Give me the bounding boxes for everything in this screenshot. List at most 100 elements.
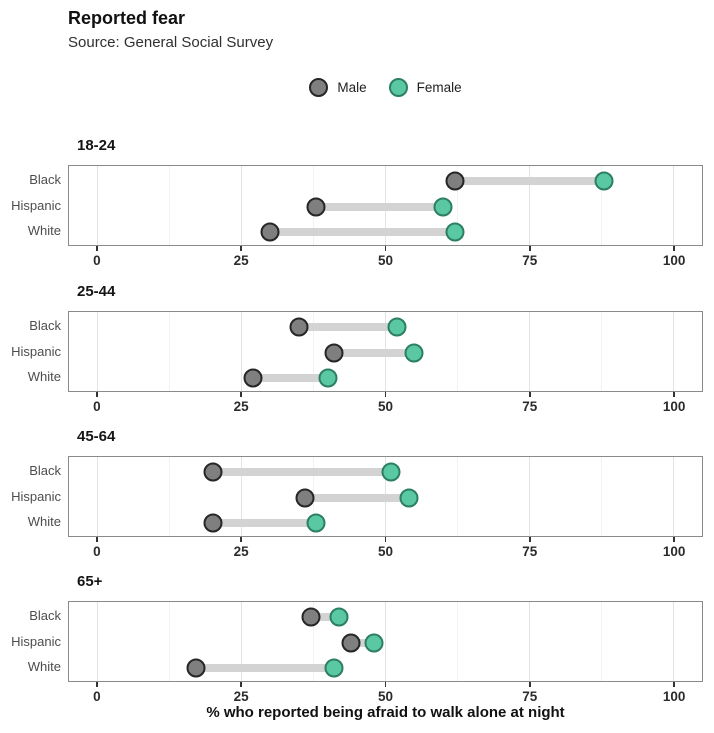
chart-title: Reported fear — [68, 8, 186, 28]
panel-title: 18-24 — [77, 137, 116, 154]
y-axis-label: Black — [29, 462, 61, 478]
y-axis-label: Black — [29, 171, 61, 187]
minor-gridline — [169, 312, 171, 391]
x-tick-label: 75 — [522, 689, 538, 704]
legend-item-female: Female — [388, 77, 462, 97]
minor-gridline — [169, 166, 171, 245]
major-gridline — [97, 602, 99, 681]
panel-title: 65+ — [77, 573, 103, 590]
x-tick-label: 0 — [93, 689, 101, 704]
x-tick-label: 100 — [662, 253, 686, 268]
minor-gridline — [600, 312, 602, 391]
y-axis-label: Hispanic — [11, 633, 61, 649]
minor-gridline — [313, 312, 315, 391]
minor-gridline — [169, 602, 171, 681]
plot-area — [68, 165, 703, 246]
female-dot — [306, 513, 326, 533]
x-tick-mark — [240, 537, 242, 542]
x-tick-mark — [673, 246, 675, 251]
female-dot — [364, 633, 384, 652]
male-dot — [186, 658, 206, 678]
female-legend-marker-icon — [388, 77, 408, 97]
male-dot — [203, 513, 223, 533]
x-tick-mark — [673, 392, 675, 397]
minor-gridline — [600, 602, 602, 681]
minor-gridline — [600, 166, 602, 245]
y-axis-label: Black — [29, 317, 61, 333]
female-dot — [381, 462, 401, 482]
x-tick-mark — [384, 537, 387, 542]
male-dot — [301, 607, 321, 627]
male-dot — [306, 197, 326, 216]
x-tick-label: 25 — [233, 689, 249, 704]
major-gridline — [528, 312, 530, 391]
major-gridline — [672, 457, 674, 536]
chart-subtitle: Source: General Social Survey — [68, 34, 274, 51]
minor-gridline — [600, 457, 602, 536]
x-tick-mark — [384, 392, 387, 397]
x-tick-mark — [673, 682, 675, 687]
x-tick-label: 25 — [233, 253, 249, 268]
legend-label-female: Female — [416, 79, 462, 95]
x-tick-label: 50 — [377, 544, 394, 559]
female-dot — [594, 171, 614, 191]
female-dot — [329, 607, 349, 627]
major-gridline — [241, 166, 243, 245]
x-tick-mark — [240, 246, 242, 251]
x-tick-label: 0 — [93, 399, 101, 414]
major-gridline — [528, 602, 530, 681]
x-tick-mark — [96, 537, 98, 542]
female-dot — [445, 222, 465, 242]
major-gridline — [97, 457, 99, 536]
connector-bar — [350, 638, 374, 647]
x-tick-mark — [240, 682, 242, 687]
major-gridline — [385, 602, 386, 681]
x-tick-label: 0 — [93, 544, 101, 559]
x-axis-title: % who reported being afraid to walk alon… — [206, 704, 565, 721]
y-axis-label: White — [27, 369, 61, 384]
x-tick-mark — [384, 246, 387, 251]
female-dot — [387, 317, 407, 337]
x-tick-label: 0 — [93, 253, 101, 268]
connector-bar — [333, 348, 415, 357]
connector-bar — [270, 228, 455, 236]
minor-gridline — [456, 166, 458, 245]
connector-bar — [299, 322, 397, 331]
y-axis-label: Hispanic — [11, 343, 61, 359]
female-dot — [318, 368, 338, 388]
y-axis-label: White — [27, 223, 61, 238]
minor-gridline — [313, 602, 315, 681]
minor-gridline — [169, 457, 171, 536]
x-tick-mark — [96, 392, 98, 397]
major-gridline — [672, 312, 674, 391]
male-dot — [324, 343, 344, 362]
connector-bar — [212, 467, 392, 476]
major-gridline — [528, 457, 530, 536]
x-tick-mark — [96, 246, 98, 251]
connector-bar — [253, 374, 328, 382]
x-tick-label: 25 — [233, 544, 249, 559]
major-gridline — [241, 457, 243, 536]
x-tick-label: 75 — [522, 399, 538, 414]
female-dot — [433, 197, 453, 216]
x-tick-label: 75 — [522, 544, 538, 559]
major-gridline — [97, 312, 99, 391]
y-axis-label: Hispanic — [11, 488, 61, 504]
minor-gridline — [456, 312, 458, 391]
male-dot — [445, 171, 465, 191]
x-tick-mark — [673, 537, 675, 542]
y-axis-label: Hispanic — [11, 197, 61, 213]
connector-bar — [310, 612, 340, 621]
connector-bar — [195, 664, 334, 672]
connector-bar — [454, 176, 605, 185]
x-tick-label: 25 — [233, 399, 249, 414]
minor-gridline — [456, 602, 458, 681]
female-dot — [324, 658, 344, 678]
y-axis-label: White — [27, 659, 61, 674]
x-tick-mark — [529, 246, 531, 251]
legend-label-male: Male — [337, 79, 367, 95]
female-dot — [404, 343, 424, 362]
male-dot — [341, 633, 361, 652]
x-tick-mark — [384, 682, 387, 687]
